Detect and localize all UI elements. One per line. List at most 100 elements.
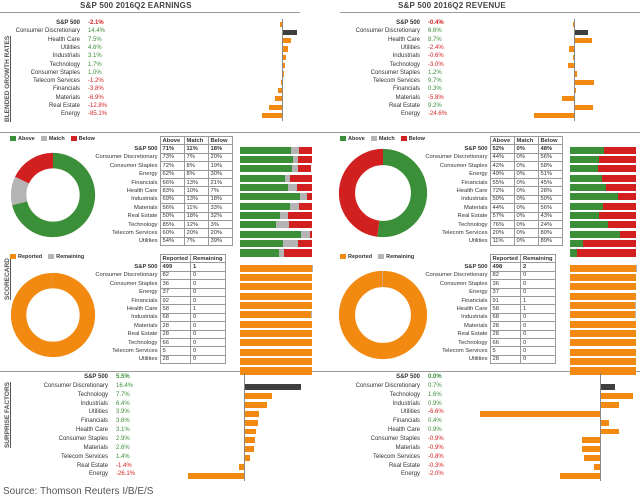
table-cell: 68 xyxy=(489,312,521,323)
data-bar xyxy=(245,455,250,461)
category-label: Technology xyxy=(77,391,108,398)
data-bar xyxy=(601,393,633,400)
row-label: Health Care xyxy=(126,188,158,195)
table-cell: 0 xyxy=(189,279,226,289)
data-bar xyxy=(569,46,574,52)
stack-segment xyxy=(240,264,312,272)
category-label: Telecom Services xyxy=(372,78,420,85)
table-row: Materials 44% 0% 56% xyxy=(400,203,563,213)
value-label: -0.6% xyxy=(428,53,444,60)
stack-segment xyxy=(297,165,312,173)
data-bar xyxy=(283,54,287,60)
value-label: 2.9% xyxy=(116,435,130,442)
row-label: Industrials xyxy=(131,196,158,203)
table-row: Real Estate 57% 0% 43% xyxy=(400,211,563,221)
earnings-reported-legend: Reported Remaining xyxy=(10,254,84,260)
table-row: Financials 66% 13% 21% xyxy=(70,177,233,188)
table-row: Real Estate 50% 18% 32% xyxy=(70,211,233,221)
value-label: 4.6% xyxy=(88,44,102,51)
value-label: -5.8% xyxy=(428,94,444,101)
data-bar xyxy=(575,104,594,110)
stack-segment xyxy=(240,273,312,282)
category-label: S&P 500 xyxy=(396,20,420,26)
section-divider-2 xyxy=(0,371,640,372)
donut-slice xyxy=(10,152,96,238)
stack-segment xyxy=(289,202,300,210)
data-bar xyxy=(239,464,244,470)
row-label: Utilities xyxy=(468,238,488,245)
stack-segment xyxy=(240,221,276,229)
stack-segment xyxy=(570,311,635,319)
table-row: Real Estate 28 0 xyxy=(70,329,226,339)
stack-segment xyxy=(240,301,312,310)
value-label: 7.5% xyxy=(88,36,102,43)
table-cell: 0 xyxy=(519,287,556,297)
data-bar xyxy=(572,54,574,60)
row-label: Health Care xyxy=(456,188,488,195)
table-cell: 13% xyxy=(183,177,209,188)
table-cell: 92 xyxy=(159,295,191,306)
value-label: 0.9% xyxy=(428,427,442,434)
stack-segment xyxy=(617,193,636,201)
row-label: Telecom Services xyxy=(112,347,158,354)
data-bar xyxy=(283,29,298,36)
category-label: Real Estate xyxy=(388,103,420,109)
table-cell: 50% xyxy=(537,194,563,205)
table-cell: 82 xyxy=(159,270,191,281)
revenue-reported-table: Reported Remaining S&P 500 498 2 Consumer Dis… xyxy=(400,253,556,365)
category-label: Telecom Services xyxy=(372,453,420,460)
table-cell: 28 xyxy=(159,321,191,331)
stacked-bar xyxy=(570,155,636,164)
stack-segment xyxy=(607,221,636,229)
table-row: Industrials 68 0 xyxy=(400,312,556,323)
value-label: 1.6% xyxy=(428,391,442,398)
table-cell: 499 xyxy=(159,262,191,272)
stacked-bar xyxy=(240,165,312,173)
value-label: 14.4% xyxy=(88,28,106,35)
table-row: Consumer Staples 72% 8% 19% xyxy=(70,161,233,171)
value-label: 6.4% xyxy=(116,400,130,407)
value-label: -2.1% xyxy=(88,20,104,26)
stacked-bar xyxy=(570,183,636,192)
stacked-bar xyxy=(240,264,312,272)
table-cell: 2 xyxy=(519,262,556,272)
table-row: Energy 37 0 xyxy=(400,287,556,297)
stack-segment xyxy=(306,193,312,201)
category-label: Materials xyxy=(55,94,80,101)
table-cell: 0 xyxy=(519,321,556,331)
category-label: Financials xyxy=(392,86,420,93)
data-bar xyxy=(278,87,282,94)
table-cell: 0 xyxy=(519,346,556,356)
category-label: Industrials xyxy=(80,400,108,407)
source-note: Source: Thomson Reuters I/B/E/S xyxy=(3,486,154,497)
data-bar xyxy=(594,464,600,470)
value-label: -24.6% xyxy=(428,111,448,118)
stack-segment xyxy=(240,183,288,192)
category-label: Technology xyxy=(49,61,80,68)
category-label: Health Care xyxy=(387,36,420,43)
table-cell: 0 xyxy=(189,270,226,281)
donut-slice xyxy=(10,152,96,238)
table-cell: 7% xyxy=(207,186,233,196)
category-label: S&P 500 xyxy=(84,374,108,380)
row-label: Consumer Discretionary xyxy=(95,272,158,279)
stack-segment xyxy=(240,211,281,220)
data-bar xyxy=(584,455,600,461)
category-label: Materials xyxy=(83,444,108,451)
data-bar xyxy=(283,46,288,52)
table-cell: 18% xyxy=(183,211,209,221)
stacked-bar xyxy=(570,240,636,248)
value-label: 3.1% xyxy=(88,53,102,60)
legend-below: Below xyxy=(70,136,95,142)
table-row: Real Estate 28 0 xyxy=(400,329,556,339)
stack-segment xyxy=(240,367,312,375)
stacked-bar xyxy=(240,230,312,238)
table-cell: 0% xyxy=(513,161,539,171)
table-cell: 0 xyxy=(189,312,226,323)
stacked-bar xyxy=(570,202,636,210)
stacked-bar xyxy=(240,358,312,366)
table-cell: 39% xyxy=(207,236,233,247)
table-cell: 60% xyxy=(159,228,185,238)
stack-segment xyxy=(240,240,284,248)
zero-axis xyxy=(574,19,575,121)
